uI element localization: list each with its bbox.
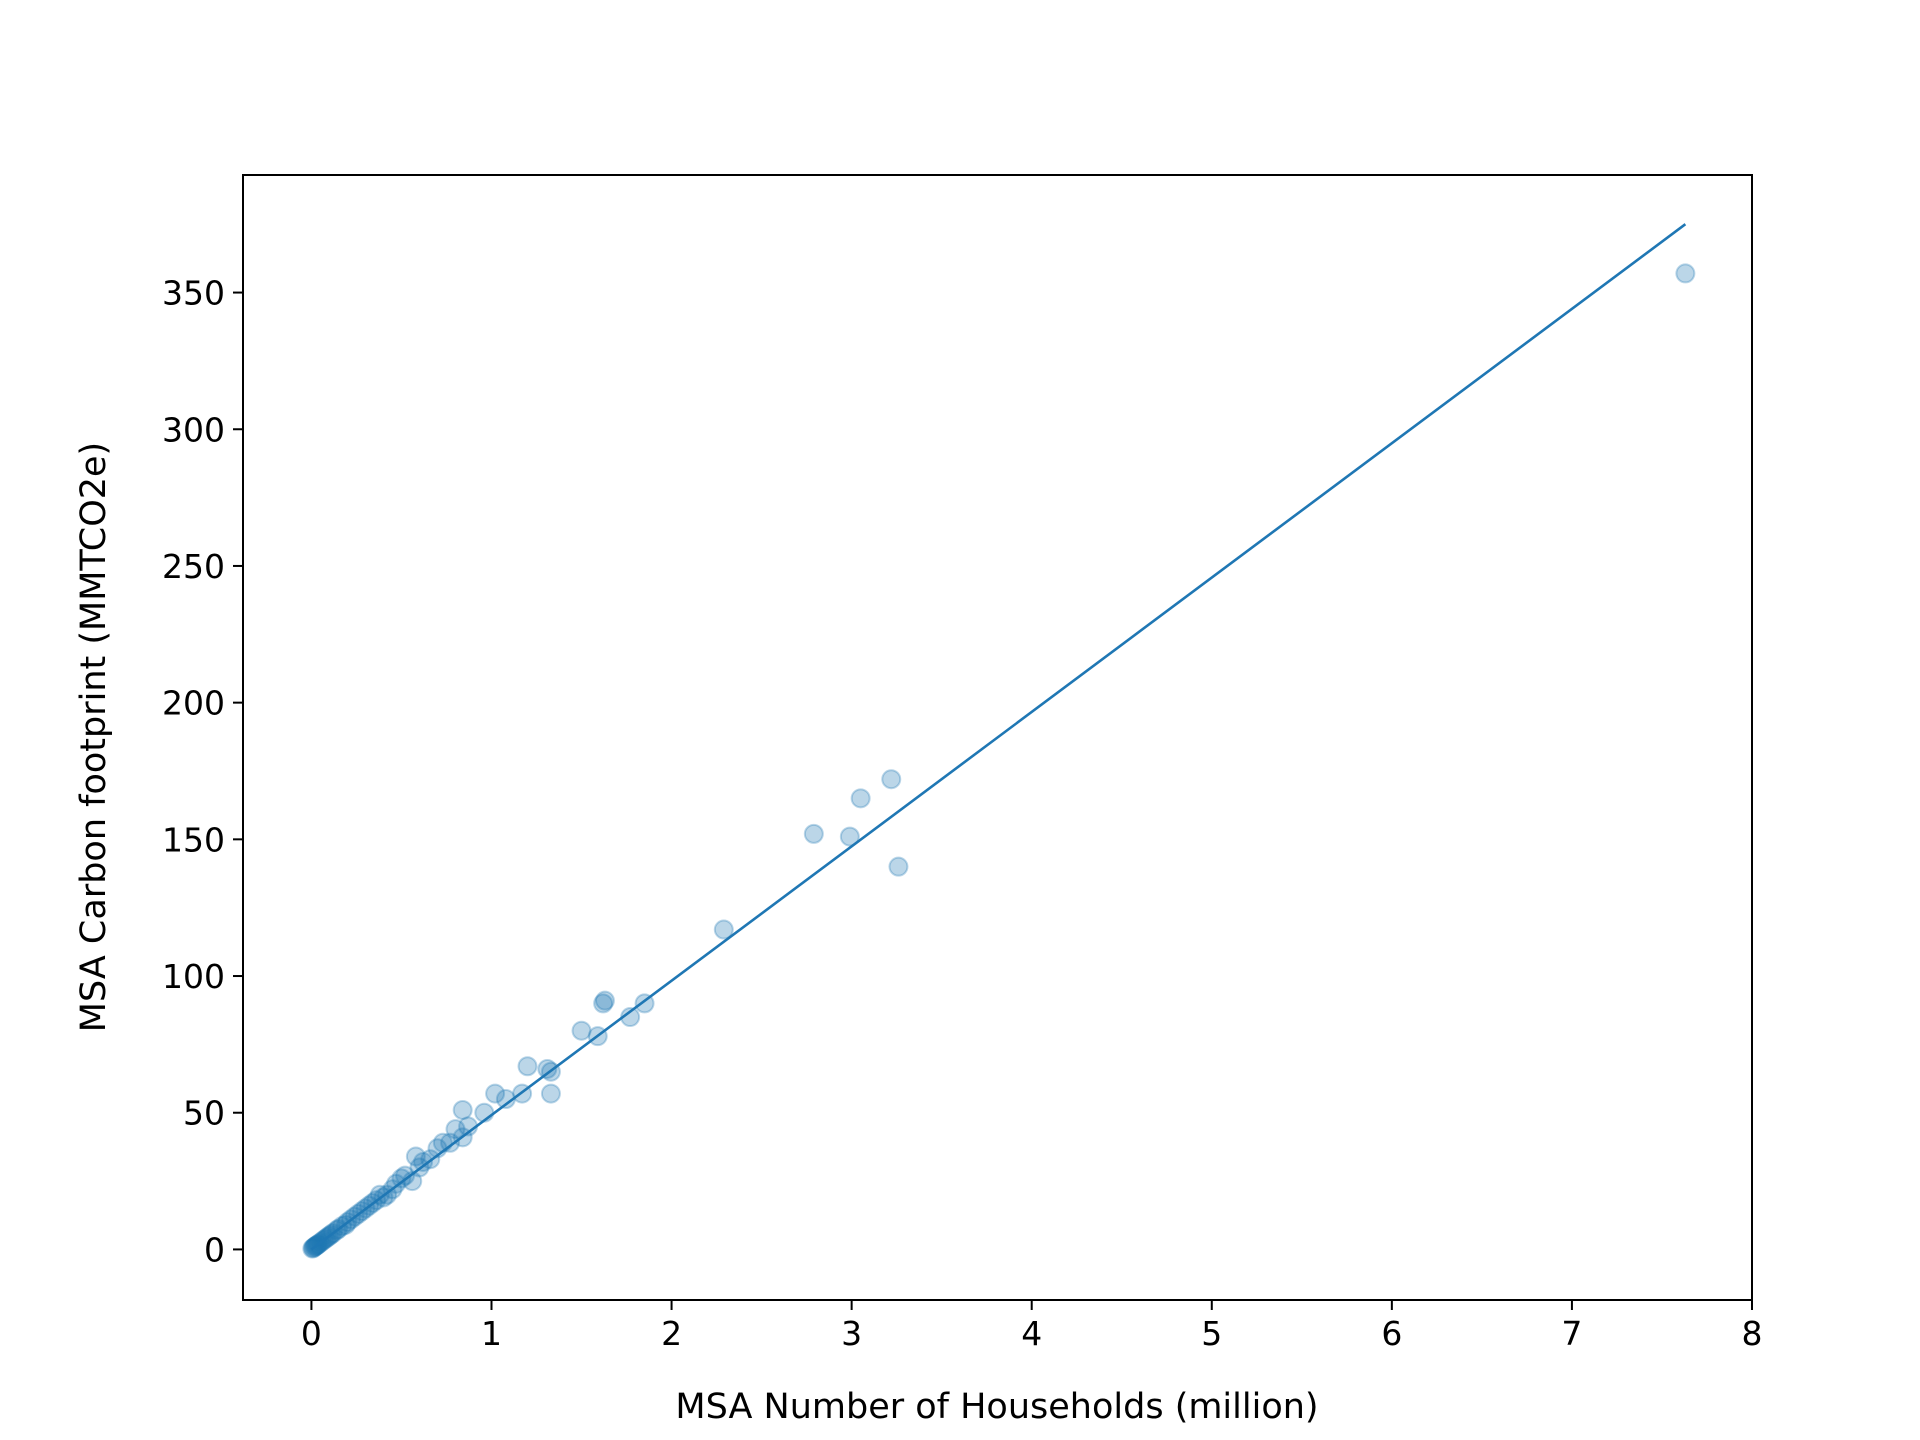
data-point	[440, 1132, 461, 1153]
data-point	[452, 1099, 473, 1120]
y-tick-label: 250	[162, 547, 225, 586]
data-point	[881, 769, 902, 790]
scatter-points	[302, 263, 1696, 1259]
data-point	[537, 1058, 558, 1079]
data-point	[405, 1146, 426, 1167]
y-tick-label: 100	[162, 957, 225, 996]
x-tick-label: 0	[301, 1314, 322, 1353]
y-tick-label: 200	[162, 684, 225, 723]
x-tick-label: 6	[1381, 1314, 1402, 1353]
data-point	[413, 1151, 434, 1172]
x-tick-label: 7	[1561, 1314, 1582, 1353]
x-tick-label: 5	[1201, 1314, 1222, 1353]
fit-line	[310, 223, 1687, 1251]
data-point	[594, 990, 615, 1011]
x-axis-label: MSA Number of Households (million)	[675, 1387, 1318, 1427]
x-tick-label: 2	[661, 1314, 682, 1353]
x-axis: 0 1 2 3 4 5 6 7 8	[301, 1300, 1763, 1353]
y-tick-label: 350	[162, 274, 225, 313]
data-point	[888, 856, 909, 877]
y-tick-label: 300	[162, 410, 225, 449]
y-axis: 0 50 100 150 200 250 300 350	[162, 274, 243, 1269]
data-point	[850, 788, 871, 809]
fit-line-layer	[310, 223, 1687, 1251]
data-point	[540, 1083, 561, 1104]
data-point	[571, 1020, 592, 1041]
data-point	[593, 993, 614, 1014]
data-point	[713, 919, 734, 940]
y-axis-label: MSA Carbon footprint (MMTCO2e)	[74, 442, 114, 1032]
x-tick-label: 1	[481, 1314, 502, 1353]
plot-frame	[242, 174, 1753, 1301]
data-point	[1675, 263, 1696, 284]
x-tick-label: 4	[1021, 1314, 1042, 1353]
data-point	[517, 1056, 538, 1077]
x-tick-label: 3	[841, 1314, 862, 1353]
data-point	[395, 1165, 416, 1186]
data-point	[391, 1168, 412, 1189]
data-point	[839, 826, 860, 847]
data-point	[803, 823, 824, 844]
y-tick-label: 150	[162, 820, 225, 859]
data-point	[369, 1184, 390, 1205]
data-point	[445, 1119, 466, 1140]
y-tick-label: 50	[183, 1094, 225, 1133]
x-tick-label: 8	[1742, 1314, 1763, 1353]
y-tick-label: 0	[204, 1230, 225, 1269]
data-point	[485, 1083, 506, 1104]
